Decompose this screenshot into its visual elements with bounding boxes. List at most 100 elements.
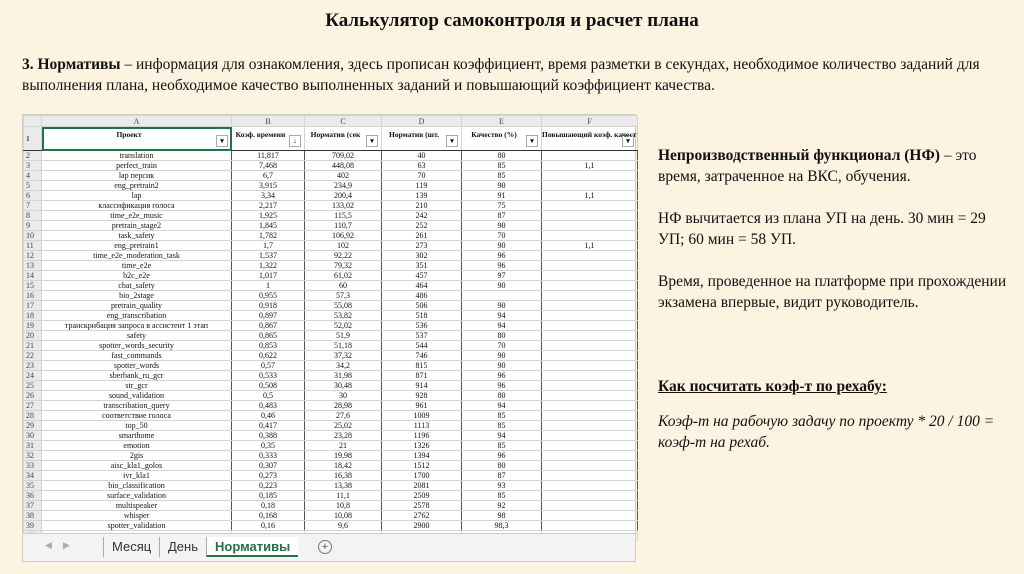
table-cell[interactable]: 30: [304, 390, 382, 401]
column-header[interactable]: A: [41, 115, 232, 127]
table-cell[interactable]: [541, 440, 638, 451]
filter-dropdown-icon[interactable]: ▾: [526, 135, 538, 147]
table-cell[interactable]: [541, 450, 638, 461]
table-cell[interactable]: 0,865: [231, 330, 305, 341]
table-cell[interactable]: классификация голоса: [41, 200, 232, 211]
table-cell[interactable]: [541, 520, 638, 531]
table-cell[interactable]: 110,7: [304, 220, 382, 231]
table-cell[interactable]: 506: [381, 300, 462, 311]
table-cell[interactable]: chat_safety: [41, 280, 232, 291]
table-cell[interactable]: 51,9: [304, 330, 382, 341]
table-cell[interactable]: bio_classification: [41, 480, 232, 491]
table-cell[interactable]: 11,1: [304, 490, 382, 501]
table-cell[interactable]: 3,34: [231, 190, 305, 201]
table-cell[interactable]: [541, 360, 638, 371]
table-cell[interactable]: 90: [461, 360, 542, 371]
table-cell[interactable]: [541, 470, 638, 481]
column-header[interactable]: B: [231, 115, 305, 127]
table-cell[interactable]: spotter_words_security: [41, 340, 232, 351]
add-sheet-icon[interactable]: +: [318, 540, 332, 554]
table-cell[interactable]: 0,307: [231, 460, 305, 471]
table-cell[interactable]: 273: [381, 240, 462, 251]
table-cell[interactable]: 94: [461, 430, 542, 441]
table-cell[interactable]: 85: [461, 420, 542, 431]
table-cell[interactable]: spotter_words: [41, 360, 232, 371]
table-cell[interactable]: [541, 270, 638, 281]
table-cell[interactable]: 1,1: [541, 160, 638, 171]
table-cell[interactable]: 98: [461, 510, 542, 521]
table-cell[interactable]: [541, 220, 638, 231]
table-cell[interactable]: 1113: [381, 420, 462, 431]
table-cell[interactable]: 3,915: [231, 180, 305, 191]
table-cell[interactable]: 0,533: [231, 370, 305, 381]
row-number[interactable]: 26: [23, 390, 42, 401]
table-cell[interactable]: 90: [461, 300, 542, 311]
table-cell[interactable]: [541, 230, 638, 241]
row-number[interactable]: 32: [23, 450, 42, 461]
table-cell[interactable]: 0,853: [231, 340, 305, 351]
table-cell[interactable]: 1,782: [231, 230, 305, 241]
table-cell[interactable]: 102: [304, 240, 382, 251]
table-cell[interactable]: 10,8: [304, 500, 382, 511]
table-cell[interactable]: 90: [461, 350, 542, 361]
row-number[interactable]: 13: [23, 260, 42, 271]
table-cell[interactable]: lap персик: [41, 170, 232, 181]
table-cell[interactable]: task_safety: [41, 230, 232, 241]
table-cell[interactable]: [541, 510, 638, 521]
table-cell[interactable]: [541, 340, 638, 351]
row-number[interactable]: 11: [23, 240, 42, 251]
table-cell[interactable]: fast_commands: [41, 350, 232, 361]
table-cell[interactable]: 97: [461, 270, 542, 281]
table-cell[interactable]: 119: [381, 180, 462, 191]
table-cell[interactable]: 457: [381, 270, 462, 281]
table-cell[interactable]: 464: [381, 280, 462, 291]
table-cell[interactable]: 87: [461, 470, 542, 481]
table-cell[interactable]: 63: [381, 160, 462, 171]
table-cell[interactable]: eng_transcribation: [41, 310, 232, 321]
table-cell[interactable]: 37,32: [304, 350, 382, 361]
table-cell[interactable]: 0,955: [231, 290, 305, 301]
table-cell[interactable]: aisc_kla1_golos: [41, 460, 232, 471]
row-number[interactable]: 33: [23, 460, 42, 471]
table-cell[interactable]: 242: [381, 210, 462, 221]
row-number[interactable]: 21: [23, 340, 42, 351]
table-cell[interactable]: 536: [381, 320, 462, 331]
table-cell[interactable]: 351: [381, 260, 462, 271]
table-cell[interactable]: [541, 490, 638, 501]
row-number[interactable]: 14: [23, 270, 42, 281]
table-cell[interactable]: 252: [381, 220, 462, 231]
table-cell[interactable]: 0,185: [231, 490, 305, 501]
table-cell[interactable]: [541, 460, 638, 471]
table-cell[interactable]: [541, 320, 638, 331]
tab-day[interactable]: День: [159, 537, 206, 557]
table-cell[interactable]: 9,6: [304, 520, 382, 531]
table-cell[interactable]: ivr_kla1: [41, 470, 232, 481]
table-cell[interactable]: 486: [381, 290, 462, 301]
table-cell[interactable]: [541, 200, 638, 211]
header-cell[interactable]: ▾ Норматив (шт.: [381, 126, 462, 151]
header-cell[interactable]: ▾ Норматив (сек: [304, 126, 382, 151]
table-cell[interactable]: lap: [41, 190, 232, 201]
table-cell[interactable]: surface_validation: [41, 490, 232, 501]
row-number[interactable]: 9: [23, 220, 42, 231]
table-cell[interactable]: 31,98: [304, 370, 382, 381]
table-cell[interactable]: 90: [461, 180, 542, 191]
row-number[interactable]: 34: [23, 470, 42, 481]
row-number[interactable]: 23: [23, 360, 42, 371]
table-cell[interactable]: [541, 480, 638, 491]
table-cell[interactable]: [541, 210, 638, 221]
table-cell[interactable]: 94: [461, 400, 542, 411]
row-number[interactable]: 19: [23, 320, 42, 331]
table-cell[interactable]: time_e2e_moderation_task: [41, 250, 232, 261]
table-cell[interactable]: 52,02: [304, 320, 382, 331]
table-cell[interactable]: 2081: [381, 480, 462, 491]
row-number[interactable]: 6: [23, 190, 42, 201]
table-cell[interactable]: [541, 300, 638, 311]
table-cell[interactable]: [541, 280, 638, 291]
table-cell[interactable]: 815: [381, 360, 462, 371]
table-cell[interactable]: 80: [461, 330, 542, 341]
table-cell[interactable]: pretrain_quality: [41, 300, 232, 311]
row-number[interactable]: 17: [23, 300, 42, 311]
row-number[interactable]: 3: [23, 160, 42, 171]
table-cell[interactable]: 1,925: [231, 210, 305, 221]
